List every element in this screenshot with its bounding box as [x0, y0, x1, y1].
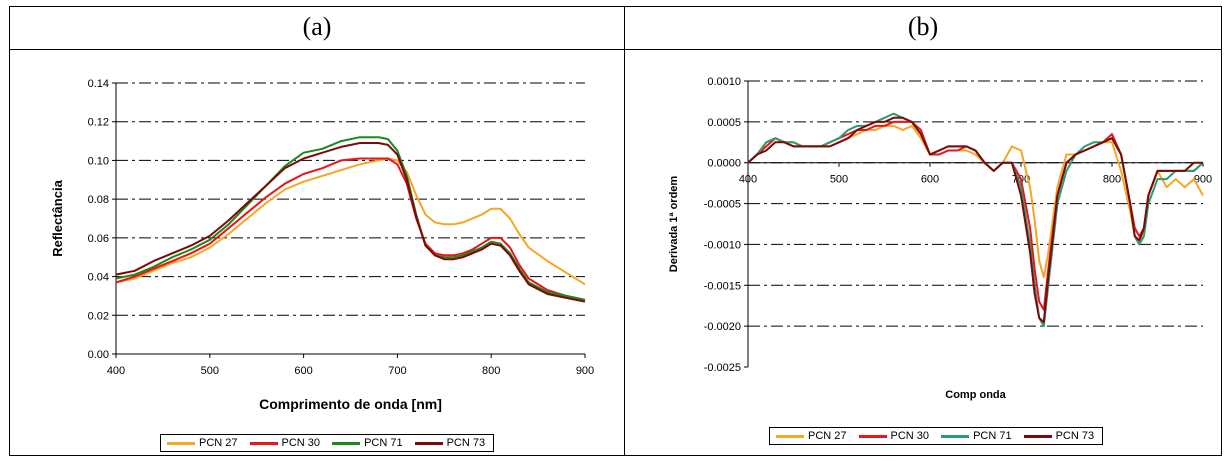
legend-label: PCN 73 [446, 437, 486, 449]
figure-frame [9, 6, 1222, 456]
legend-swatch [941, 434, 970, 438]
series-line [115, 136, 586, 301]
legend-item: PCN 27 [776, 430, 847, 442]
legend-swatch [332, 441, 361, 445]
x-tick-label: 900 [576, 365, 594, 377]
x-tick-label: 800 [482, 365, 500, 377]
legend-reflectance: PCN 27 PCN 30 PCN 71 PCN 73 [160, 434, 495, 452]
x-axis-title: Comp onda [945, 389, 1006, 401]
y-tick-label: 0.08 [88, 194, 109, 206]
x-axis-title: Comprimento de onda [nm] [259, 396, 442, 412]
legend-item: PCN 71 [332, 437, 403, 449]
y-tick-label: 0.00 [88, 349, 109, 361]
legend-swatch [1023, 434, 1052, 438]
x-tick-label: 600 [294, 365, 312, 377]
legend-swatch [776, 434, 804, 438]
series-line [115, 142, 586, 303]
series-line [115, 157, 586, 301]
y-tick-label: -0.0025 [704, 362, 741, 374]
legend-item: PCN 73 [414, 437, 486, 449]
y-tick-label: 0.14 [88, 78, 109, 90]
x-tick-label: 700 [388, 365, 406, 377]
x-tick-label: 400 [107, 365, 125, 377]
legend-derivative: PCN 27 PCN 30 PCN 71 PCN 73 [769, 427, 1104, 445]
x-tick-label: 400 [739, 174, 757, 186]
legend-item: PCN 73 [1023, 430, 1095, 442]
y-tick-label: -0.0005 [704, 199, 741, 211]
x-tick-label: 900 [1194, 174, 1212, 186]
series-line [747, 116, 1203, 324]
y-tick-label: 0.02 [88, 310, 109, 322]
legend-item: PCN 27 [167, 437, 238, 449]
series-line [747, 124, 1204, 279]
legend-label: PCN 30 [281, 437, 321, 449]
legend-swatch [414, 441, 443, 445]
y-axis-title: Reflectância [50, 179, 65, 256]
y-tick-label: 0.0010 [707, 76, 741, 88]
legend-label: PCN 27 [808, 430, 847, 442]
y-tick-label: -0.0015 [704, 280, 741, 292]
series-line [115, 157, 586, 286]
panel-label-b: (b) [907, 12, 939, 41]
y-tick-label: -0.0010 [704, 239, 741, 251]
y-tick-label: 0.10 [88, 155, 109, 167]
legend-item: PCN 30 [249, 437, 321, 449]
y-tick-label: -0.0020 [704, 321, 741, 333]
panel-divider-horizontal [9, 49, 1222, 50]
x-tick-label: 800 [1103, 174, 1121, 186]
y-tick-label: 0.0005 [707, 117, 741, 129]
legend-label: PCN 73 [1055, 430, 1095, 442]
derivative-chart: 0.0010 0.0005 0.0000 -0.0005 -0.0010 -0.0015 -… [668, 76, 1212, 401]
y-tick-label: 0.06 [88, 233, 109, 245]
legend-swatch [249, 441, 278, 445]
y-tick-label: 0.04 [88, 272, 109, 284]
y-tick-label: 0.0000 [707, 158, 741, 170]
legend-label: PCN 27 [199, 437, 238, 449]
reflectance-chart: 0.00 0.02 0.04 0.06 0.08 0.10 0.12 0.14 400 500 60… [50, 78, 594, 412]
x-tick-label: 500 [201, 365, 219, 377]
legend-label: PCN 30 [890, 430, 930, 442]
panel-divider-vertical [624, 6, 625, 456]
legend-swatch [167, 441, 195, 445]
panel-label-a: (a) [302, 12, 332, 41]
y-axis-title: Derivada 1ª ordem [668, 176, 680, 273]
x-tick-label: 600 [921, 174, 939, 186]
legend-label: PCN 71 [364, 437, 403, 449]
legend-swatch [858, 434, 887, 438]
legend-item: PCN 71 [941, 430, 1012, 442]
legend-label: PCN 71 [973, 430, 1012, 442]
x-tick-label: 500 [830, 174, 848, 186]
legend-item: PCN 30 [858, 430, 930, 442]
y-tick-label: 0.12 [88, 117, 109, 129]
